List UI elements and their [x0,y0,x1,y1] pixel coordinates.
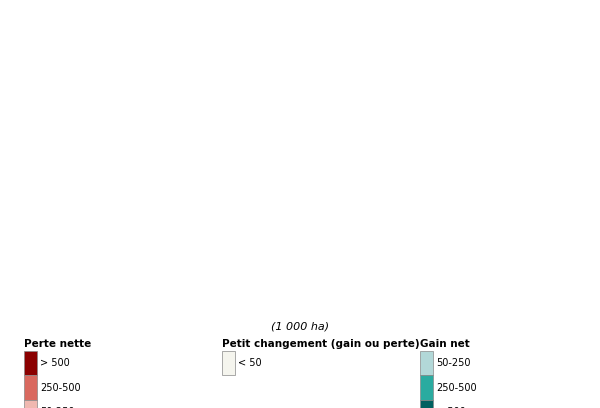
Text: Petit changement (gain ou perte): Petit changement (gain ou perte) [222,339,419,349]
Text: Gain net: Gain net [420,339,470,349]
Text: 50-250: 50-250 [436,358,471,368]
Text: Perte nette: Perte nette [24,339,91,349]
Text: (1 000 ha): (1 000 ha) [271,322,329,331]
Text: < 50: < 50 [238,358,262,368]
Text: 250-500: 250-500 [436,383,477,392]
Text: > 500: > 500 [436,407,466,408]
Text: 250-500: 250-500 [40,383,81,392]
Bar [420,375,433,400]
Bar [222,351,235,375]
Bar [24,400,37,408]
Text: > 500: > 500 [40,358,70,368]
Bar [420,400,433,408]
Bar [24,375,37,400]
Bar [420,351,433,375]
Bar [24,351,37,375]
Text: 50-250: 50-250 [40,407,75,408]
